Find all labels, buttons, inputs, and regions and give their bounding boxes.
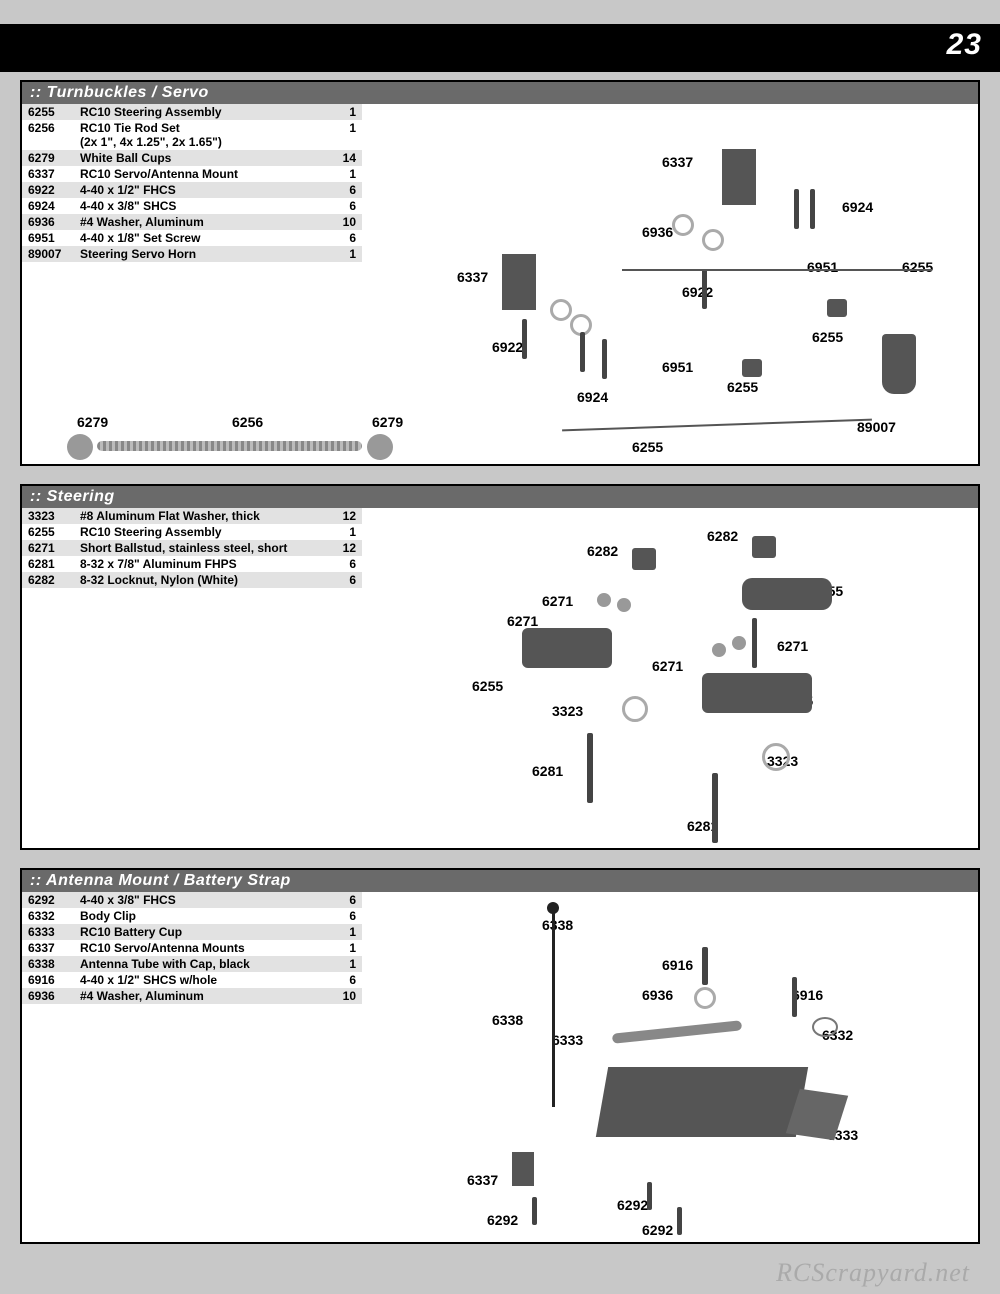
diagram-part (762, 743, 790, 771)
diagram-part (792, 977, 797, 1017)
diagram-part (672, 214, 694, 236)
diagram-part (622, 269, 932, 271)
diagram-part (596, 1067, 808, 1137)
watermark: RCScrapyard.net (776, 1258, 970, 1288)
diagram-part (522, 319, 527, 359)
diagram-part (532, 1197, 537, 1225)
diagram-part (794, 189, 799, 229)
exploded-diagram: 6282628262716255627162716271625533236255… (362, 508, 978, 848)
exploded-diagram: 6338691669166936633863326333633363376292… (362, 892, 978, 1242)
diagram-part (882, 334, 916, 394)
diagram-part (587, 733, 593, 803)
section-title: :: Turnbuckles / Servo (22, 82, 978, 104)
diagram-shapes (22, 104, 982, 464)
diagram-part (632, 548, 656, 570)
diagram-part (547, 902, 559, 914)
diagram-part (712, 773, 718, 843)
diagram-part (722, 149, 756, 205)
page-number: 23 (947, 28, 982, 62)
diagram-part (612, 1020, 742, 1044)
diagram-part (617, 598, 631, 612)
diagram-part (810, 189, 815, 229)
page-header-bar: 23 (0, 24, 1000, 72)
diagram-part (97, 441, 362, 451)
diagram-part (702, 947, 708, 985)
diagram-part (580, 332, 585, 372)
diagram-shapes (22, 892, 982, 1242)
parts-section: :: Antenna Mount / Battery Strap62924-40… (20, 868, 980, 1244)
diagram-part (742, 578, 832, 610)
section-title: :: Steering (22, 486, 978, 508)
diagram-part (647, 1182, 652, 1210)
diagram-part (512, 1152, 534, 1186)
diagram-part (677, 1207, 682, 1235)
diagram-shapes (22, 508, 982, 848)
parts-section: :: Steering3323#8 Aluminum Flat Washer, … (20, 484, 980, 850)
diagram-part (602, 339, 607, 379)
diagram-part (752, 536, 776, 558)
diagram-part (694, 987, 716, 1009)
diagram-part (812, 1017, 838, 1037)
diagram-part (522, 628, 612, 668)
diagram-part (367, 434, 393, 460)
parts-section: :: Turnbuckles / Servo6255RC10 Steering … (20, 80, 980, 466)
diagram-part (702, 269, 707, 309)
exploded-diagram: 6337692469366337695162556922692262556951… (362, 104, 978, 464)
diagram-part (550, 299, 572, 321)
diagram-part (742, 359, 762, 377)
diagram-part (552, 907, 555, 1107)
diagram-part (502, 254, 536, 310)
diagram-part (67, 434, 93, 460)
diagram-part (702, 229, 724, 251)
diagram-part (732, 636, 746, 650)
diagram-part (752, 618, 757, 668)
section-title: :: Antenna Mount / Battery Strap (22, 870, 978, 892)
diagram-part (562, 419, 872, 432)
page: 23 :: Turnbuckles / Servo6255RC10 Steeri… (0, 24, 1000, 1244)
diagram-part (827, 299, 847, 317)
diagram-part (622, 696, 648, 722)
diagram-part (712, 643, 726, 657)
diagram-part (597, 593, 611, 607)
diagram-part (702, 673, 812, 713)
